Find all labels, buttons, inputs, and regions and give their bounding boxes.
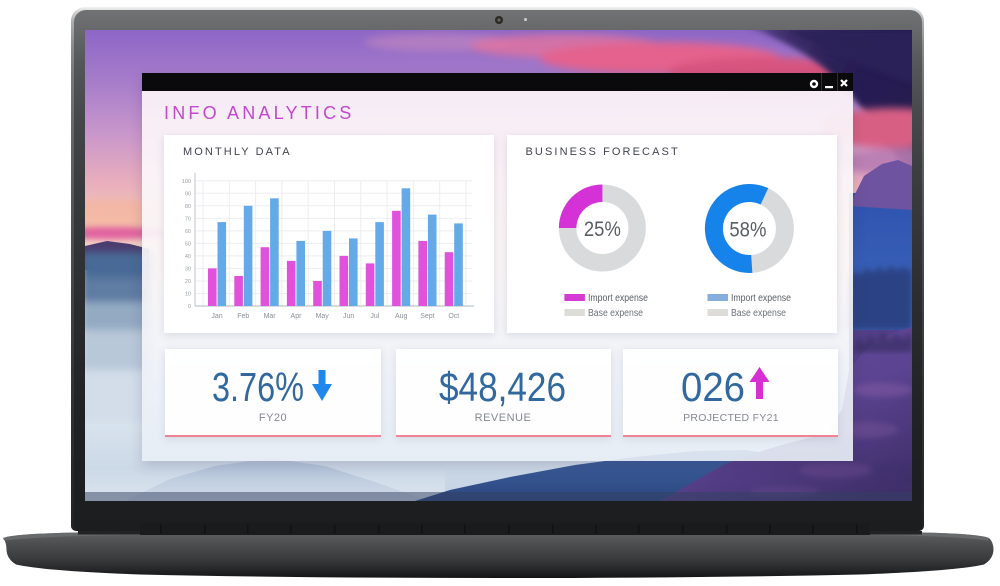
svg-text:10: 10 [185,292,191,298]
svg-text:Base expense: Base expense [731,308,786,319]
svg-text:Feb: Feb [237,313,249,320]
svg-text:026: 026 [681,364,745,410]
svg-text:80: 80 [185,204,191,210]
svg-text:20: 20 [185,279,191,285]
svg-text:Mar: Mar [264,313,277,320]
svg-text:REVENUE: REVENUE [474,412,531,424]
svg-text:Import expense: Import expense [588,293,648,304]
svg-text:Oct: Oct [448,313,459,320]
svg-text:3.76%: 3.76% [212,364,304,410]
svg-text:90: 90 [185,191,191,197]
svg-text:Jun: Jun [343,313,354,320]
svg-text:Jan: Jan [211,313,222,320]
svg-text:Apr: Apr [291,313,303,320]
svg-text:Base expense: Base expense [588,308,643,319]
svg-text:25%: 25% [583,217,620,241]
svg-text:Aug: Aug [395,313,408,320]
svg-text:FY20: FY20 [259,412,287,424]
svg-text:May: May [316,313,330,320]
svg-text:60: 60 [185,229,191,235]
svg-text:70: 70 [185,216,191,222]
svg-text:$48,426: $48,426 [439,364,566,410]
svg-text:Import expense: Import expense [731,293,791,304]
svg-text:58%: 58% [729,217,766,241]
svg-text:50: 50 [185,241,191,247]
svg-text:0: 0 [188,304,191,310]
svg-text:100: 100 [182,179,191,185]
svg-text:Sept: Sept [420,313,434,320]
svg-text:30: 30 [185,266,191,272]
svg-text:40: 40 [185,254,191,260]
svg-text:PROJECTED FY21: PROJECTED FY21 [683,412,779,424]
svg-text:Jul: Jul [370,313,379,320]
